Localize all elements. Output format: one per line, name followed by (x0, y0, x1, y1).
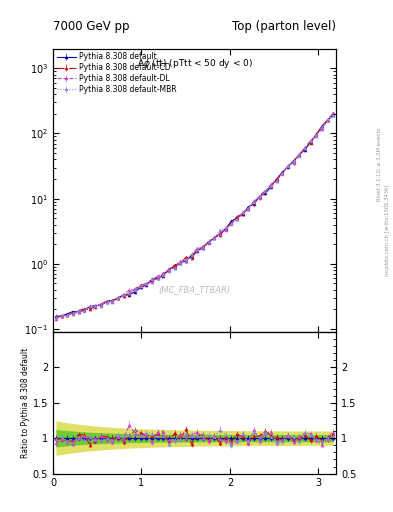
Text: 7000 GeV pp: 7000 GeV pp (53, 20, 130, 33)
Legend: Pythia 8.308 default, Pythia 8.308 default-CD, Pythia 8.308 default-DL, Pythia 8: Pythia 8.308 default, Pythia 8.308 defau… (55, 51, 178, 96)
Text: $\Delta\phi$ (tt$\bar{}$) (pTtt < 50 dy < 0): $\Delta\phi$ (tt$\bar{}$) (pTtt < 50 dy … (136, 57, 253, 70)
Text: (MC_FBA_TTBAR): (MC_FBA_TTBAR) (158, 285, 231, 294)
Text: Top (parton level): Top (parton level) (232, 20, 336, 33)
Y-axis label: Ratio to Pythia 8.308 default: Ratio to Pythia 8.308 default (21, 348, 30, 458)
Text: Rivet 3.1.10; ≥ 3.2M events: Rivet 3.1.10; ≥ 3.2M events (377, 127, 382, 201)
Text: mcplots.cern.ch [arXiv:1306.3436]: mcplots.cern.ch [arXiv:1306.3436] (385, 185, 389, 276)
